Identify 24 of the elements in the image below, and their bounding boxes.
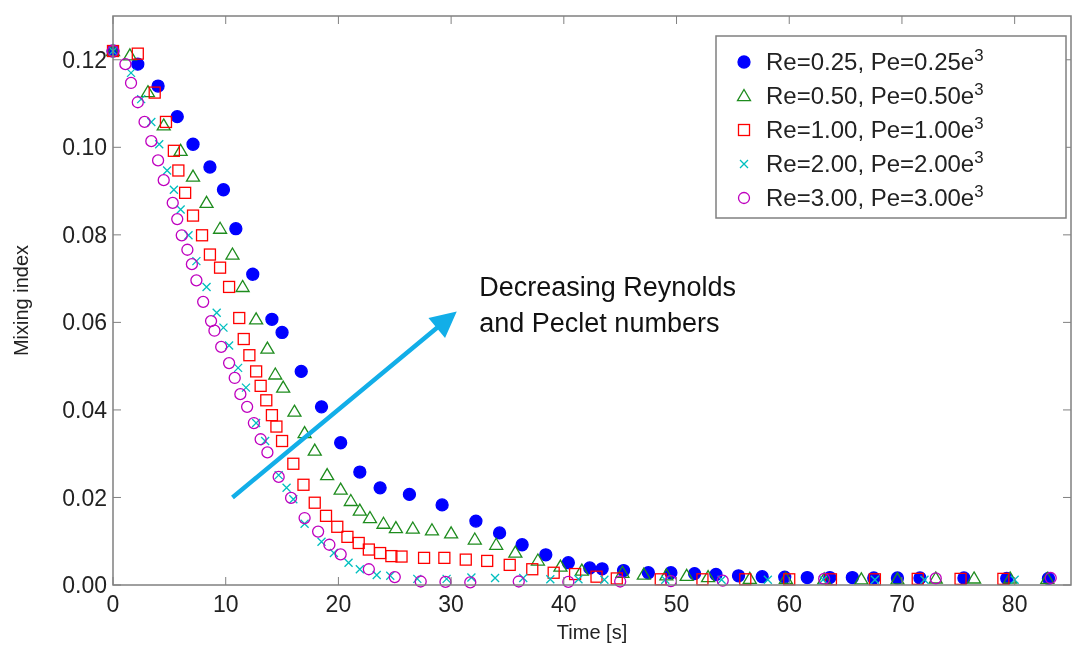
x-tick-label: 40 bbox=[551, 591, 577, 617]
x-tick-label: 50 bbox=[663, 591, 690, 617]
x-tick-label: 80 bbox=[1001, 591, 1028, 617]
legend-label: Re=1.00, Pe=1.00e$^{3}$ bbox=[766, 113, 984, 144]
x-tick-label: 20 bbox=[325, 591, 352, 617]
y-tick-label: 0.12 bbox=[62, 46, 107, 73]
y-tick-label: 0.08 bbox=[62, 221, 107, 248]
y-tick-label: 0.10 bbox=[62, 134, 107, 161]
y-tick-label: 0.00 bbox=[62, 572, 107, 599]
x-axis-title: Time [s] bbox=[556, 621, 628, 643]
y-tick-label: 0.02 bbox=[62, 484, 107, 511]
x-tick-label: 0 bbox=[106, 591, 120, 617]
x-tick-label: 60 bbox=[776, 591, 803, 617]
legend-label: Re=3.00, Pe=3.00e$^{3}$ bbox=[766, 181, 984, 212]
x-tick-label: 10 bbox=[212, 591, 239, 617]
legend-label: Re=0.50, Pe=0.50e$^{3}$ bbox=[766, 79, 984, 110]
legend-label: Re=2.00, Pe=2.00e$^{3}$ bbox=[766, 147, 984, 178]
legend-label: Re=0.25, Pe=0.25e$^{3}$ bbox=[766, 45, 984, 76]
x-tick-label: 30 bbox=[438, 591, 464, 617]
annotation: Decreasing Reynolds and Peclet numbers bbox=[479, 272, 736, 339]
y-tick-label: 0.04 bbox=[62, 396, 108, 423]
x-tick-label: 70 bbox=[889, 591, 915, 617]
y-tick-label: 0.06 bbox=[62, 309, 107, 336]
y-axis-title: Mixing index bbox=[10, 244, 32, 357]
